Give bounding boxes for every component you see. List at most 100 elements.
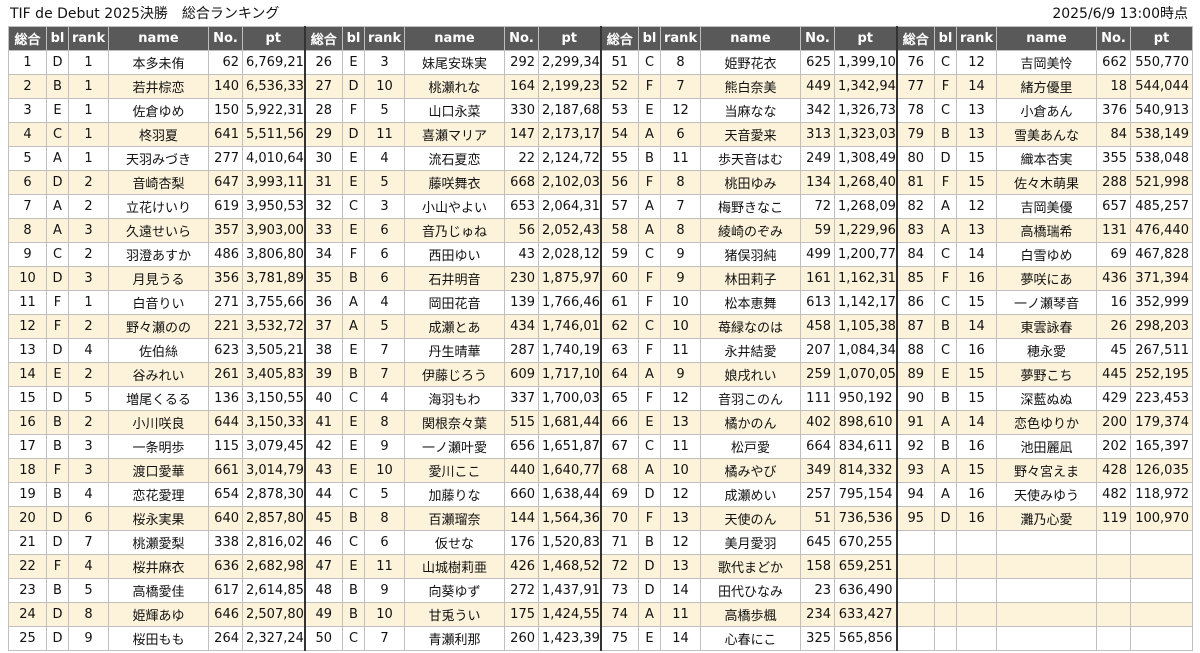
table-row: 21D7桃瀬愛梨3382,816,02046C6仮せな1761,520,8317… bbox=[8, 530, 1193, 555]
column-header-points: pt bbox=[1130, 26, 1193, 51]
cell-points: 1,423,397 bbox=[538, 626, 601, 651]
cell-number: 288 bbox=[1096, 170, 1131, 195]
timestamp: 2025/6/9 13:00時点 bbox=[1052, 6, 1188, 22]
cell-points: 538,048 bbox=[1130, 146, 1193, 171]
cell-rank-total: 70 bbox=[599, 506, 639, 531]
cell-number: 249 bbox=[800, 146, 835, 171]
cell-points: 565,856 bbox=[834, 626, 897, 651]
cell-rank-total: 42 bbox=[303, 434, 343, 459]
cell-rank-total: 66 bbox=[599, 410, 639, 435]
cell-block: E bbox=[638, 410, 661, 435]
cell-name: 天羽みづき bbox=[108, 146, 209, 171]
cell-rank-total: 55 bbox=[599, 146, 639, 171]
cell-name: 姫輝あゆ bbox=[108, 602, 209, 627]
cell-name: 野々宮えま bbox=[996, 458, 1097, 483]
cell-points: 550,770 bbox=[1130, 50, 1193, 75]
cell-block: E bbox=[342, 218, 365, 243]
cell-rank-total: 76 bbox=[895, 50, 935, 75]
cell-number: 662 bbox=[1096, 50, 1131, 75]
cell-block: B bbox=[934, 122, 957, 147]
cell-points: 540,913 bbox=[1130, 98, 1193, 123]
cell-number: 111 bbox=[800, 386, 835, 411]
cell-rank-total: 11 bbox=[8, 290, 47, 315]
cell-points: 298,203 bbox=[1130, 314, 1193, 339]
cell-name: 松戸愛 bbox=[700, 434, 801, 459]
cell-points: 1,640,779 bbox=[538, 458, 601, 483]
cell-number: 440 bbox=[504, 458, 539, 483]
cell-block: A bbox=[638, 602, 661, 627]
table-row: 8A3久遠せいら3573,903,00233E6音乃じゅね562,052,439… bbox=[8, 218, 1193, 243]
cell-points: 179,374 bbox=[1130, 410, 1193, 435]
cell-block-rank: 7 bbox=[364, 362, 405, 387]
cell-name: 百瀬瑠奈 bbox=[404, 506, 505, 531]
cell-rank-total: 53 bbox=[599, 98, 639, 123]
cell-name: 海羽もわ bbox=[404, 386, 505, 411]
cell-rank-total: 6 bbox=[8, 170, 47, 195]
cell-block-rank: 14 bbox=[956, 74, 997, 99]
cell-points: 1,520,831 bbox=[538, 530, 601, 555]
cell-block: F bbox=[638, 290, 661, 315]
cell-rank-total: 44 bbox=[303, 482, 343, 507]
cell-block: C bbox=[934, 290, 957, 315]
cell-number: 376 bbox=[1096, 98, 1131, 123]
cell-points: 521,998 bbox=[1130, 170, 1193, 195]
cell-number: 271 bbox=[208, 290, 243, 315]
cell-block: F bbox=[934, 74, 957, 99]
cell-block: A bbox=[638, 458, 661, 483]
cell-number: 482 bbox=[1096, 482, 1131, 507]
cell-number: 43 bbox=[504, 242, 539, 267]
cell-block: E bbox=[342, 410, 365, 435]
cell-points: 485,257 bbox=[1130, 194, 1193, 219]
cell-number: 221 bbox=[208, 314, 243, 339]
cell-block-rank: 4 bbox=[68, 482, 109, 507]
cell-points: 633,427 bbox=[834, 602, 897, 627]
cell-name: 小山やよい bbox=[404, 194, 505, 219]
cell-points: 1,746,019 bbox=[538, 314, 601, 339]
cell-points: 814,332 bbox=[834, 458, 897, 483]
cell-number: 609 bbox=[504, 362, 539, 387]
cell-points: 636,490 bbox=[834, 578, 897, 603]
cell-block: B bbox=[46, 482, 69, 507]
cell-block-rank: 12 bbox=[956, 194, 997, 219]
table-row: 22F4桜井麻衣6362,682,98947E11山城樹莉亜4261,468,5… bbox=[8, 554, 1193, 579]
cell-points: 3,405,831 bbox=[242, 362, 305, 387]
cell-number: 313 bbox=[800, 122, 835, 147]
cell-rank-total: 89 bbox=[895, 362, 935, 387]
cell-rank-total: 8 bbox=[8, 218, 47, 243]
cell-points: 1,740,199 bbox=[538, 338, 601, 363]
cell-block-rank: 5 bbox=[68, 578, 109, 603]
cell-number: 261 bbox=[208, 362, 243, 387]
cell-points: 267,511 bbox=[1130, 338, 1193, 363]
cell-number: 292 bbox=[504, 50, 539, 75]
cell-points: 1,651,872 bbox=[538, 434, 601, 459]
empty-cell bbox=[1096, 530, 1131, 555]
cell-number: 264 bbox=[208, 626, 243, 651]
page-title: TIF de Debut 2025決勝 総合ランキング bbox=[10, 6, 280, 22]
cell-name: 高橋歩楓 bbox=[700, 602, 801, 627]
cell-name: 桜永実果 bbox=[108, 506, 209, 531]
cell-block-rank: 11 bbox=[364, 554, 405, 579]
cell-points: 1,084,343 bbox=[834, 338, 897, 363]
cell-block-rank: 7 bbox=[364, 338, 405, 363]
column-header-rank-total: 総合 bbox=[303, 26, 343, 51]
cell-name: 佐倉ゆめ bbox=[108, 98, 209, 123]
cell-name: 音崎杏梨 bbox=[108, 170, 209, 195]
cell-block: D bbox=[342, 122, 365, 147]
cell-block-rank: 11 bbox=[660, 338, 701, 363]
cell-number: 647 bbox=[208, 170, 243, 195]
cell-rank-total: 12 bbox=[8, 314, 47, 339]
cell-name: 吉岡美怜 bbox=[996, 50, 1097, 75]
cell-name: 歩天音はむ bbox=[700, 146, 801, 171]
header: TIF de Debut 2025決勝 総合ランキング 2025/6/9 13:… bbox=[0, 0, 1200, 26]
cell-number: 428 bbox=[1096, 458, 1131, 483]
cell-points: 3,505,214 bbox=[242, 338, 305, 363]
empty-cell bbox=[1096, 626, 1131, 651]
cell-number: 56 bbox=[504, 218, 539, 243]
cell-name: 高橋瑞希 bbox=[996, 218, 1097, 243]
cell-number: 26 bbox=[1096, 314, 1131, 339]
cell-block-rank: 14 bbox=[956, 242, 997, 267]
cell-number: 646 bbox=[208, 602, 243, 627]
cell-name: 白雪ゆめ bbox=[996, 242, 1097, 267]
cell-block: F bbox=[46, 458, 69, 483]
cell-block-rank: 11 bbox=[660, 602, 701, 627]
